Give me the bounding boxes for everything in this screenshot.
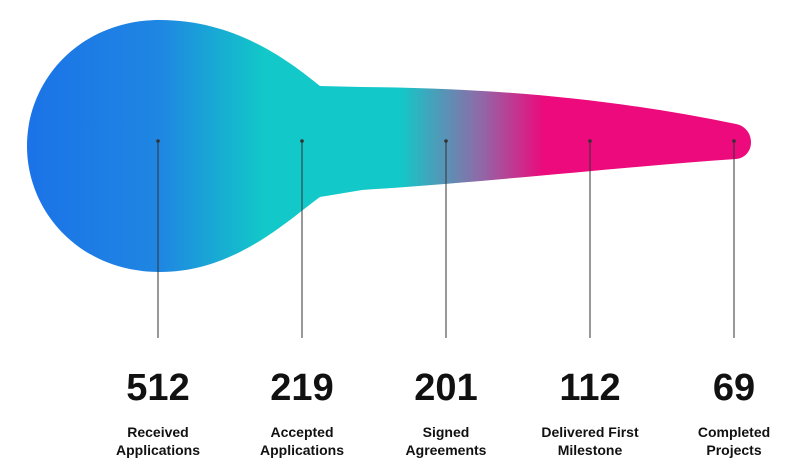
stage-label: Milestone bbox=[558, 442, 623, 458]
stage-label: Received bbox=[127, 424, 188, 440]
stage-label: Applications bbox=[116, 442, 200, 458]
stage-label: Signed bbox=[423, 424, 470, 440]
stage-label: Delivered First bbox=[541, 424, 639, 440]
stage-value: 512 bbox=[126, 367, 189, 409]
funnel-shape bbox=[27, 20, 751, 272]
funnel-stages: 512 Received Applications 219 Accepted Applic… bbox=[116, 139, 770, 458]
stage-value: 201 bbox=[414, 367, 477, 409]
stage-label: Projects bbox=[706, 442, 761, 458]
stage-value: 69 bbox=[713, 367, 755, 409]
stage-label: Accepted bbox=[270, 424, 333, 440]
stage-value: 219 bbox=[270, 367, 333, 409]
stage-value: 112 bbox=[559, 367, 620, 409]
stage-label: Applications bbox=[260, 442, 344, 458]
stage-label: Completed bbox=[698, 424, 770, 440]
stage-label: Agreements bbox=[406, 442, 487, 458]
